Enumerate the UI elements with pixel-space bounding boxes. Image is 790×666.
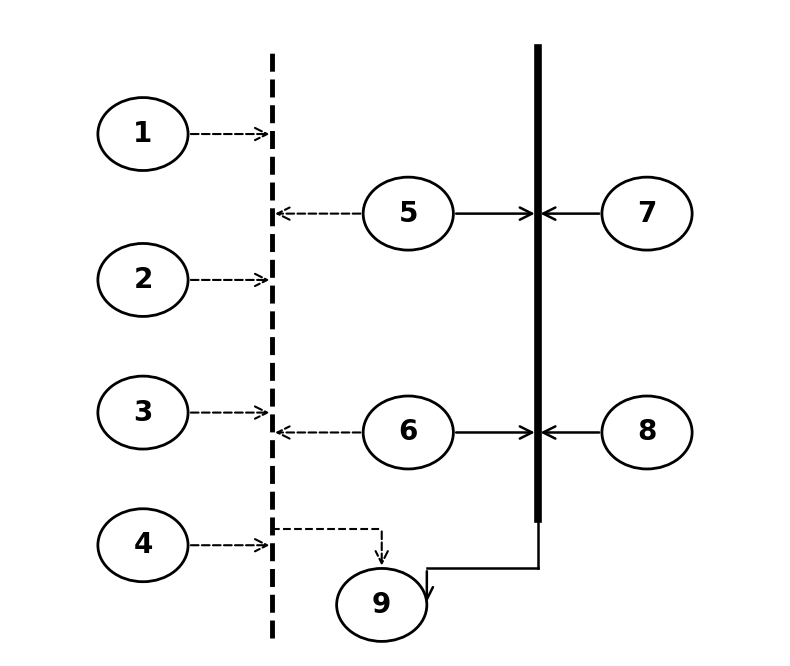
Text: 9: 9 [372,591,391,619]
Text: 7: 7 [638,200,656,228]
Text: 8: 8 [638,418,656,446]
Ellipse shape [363,177,453,250]
Ellipse shape [337,569,427,641]
Ellipse shape [98,509,188,581]
Text: 1: 1 [134,120,152,148]
Text: 6: 6 [399,418,418,446]
Text: 2: 2 [134,266,152,294]
Ellipse shape [363,396,453,469]
Ellipse shape [98,376,188,449]
Ellipse shape [602,177,692,250]
Ellipse shape [98,244,188,316]
Text: 5: 5 [398,200,418,228]
Text: 4: 4 [134,531,152,559]
Ellipse shape [602,396,692,469]
Ellipse shape [98,97,188,170]
Text: 3: 3 [134,398,152,427]
